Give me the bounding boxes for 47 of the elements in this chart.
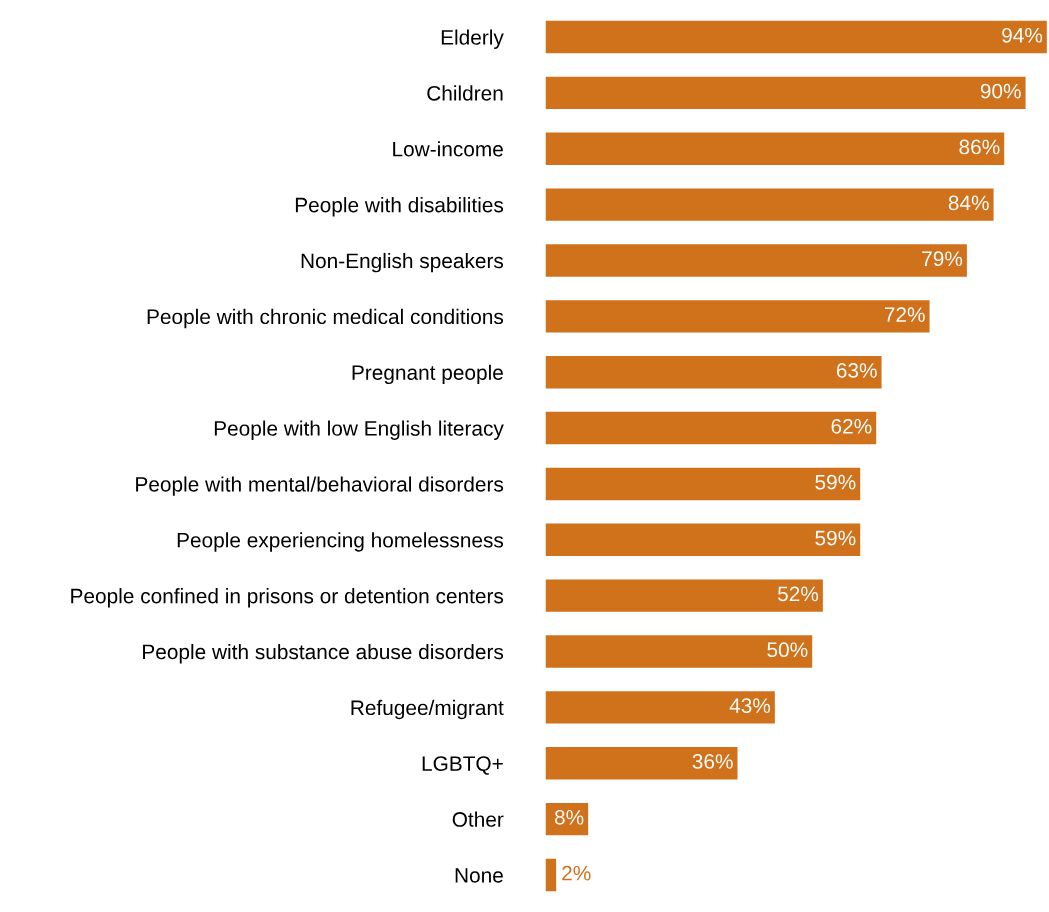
data-label: 8% [554,809,584,825]
y-tick-label: Pregnant people [352,364,503,385]
bar [545,579,823,612]
data-label: 90% [980,83,1021,99]
data-label: 50% [767,642,808,658]
y-tick-label: Elderly [441,29,504,49]
data-label: 59% [815,474,856,490]
y-tick-label: People with substance abuse disorders [143,643,504,664]
y-tick-label: Other [452,811,504,827]
bar [545,635,813,668]
bar [545,300,930,333]
y-tick-label: People with mental/behavioral disorders [136,476,504,496]
y-tick-label: Non-English speakers [301,252,504,273]
y-tick-label: People with chronic medical conditions [147,308,504,329]
bar [545,76,1026,110]
y-tick-label: Refugee/migrant [351,699,504,720]
y-tick-label: None [455,868,503,883]
y-tick-label: People confined in prisons or detention centers [71,588,504,608]
data-label: 62% [831,418,872,434]
data-label: 36% [692,754,733,769]
y-tick-label: People experiencing homelessness [177,532,504,552]
bar [545,188,994,221]
y-tick-label: Children [427,85,503,101]
bar [545,691,775,724]
bar [545,20,1047,54]
bar [545,132,1005,165]
y-tick-label: People with low English literacy [214,420,504,440]
y-tick-label: Low-income [393,141,503,157]
data-label: 86% [959,139,1000,155]
data-label: 2% [562,865,591,881]
bar [545,467,861,501]
bar [545,356,882,389]
data-label: 84% [948,195,989,211]
y-tick-label: People with disabilities [295,197,504,217]
data-label: 43% [729,698,771,713]
bar [545,523,861,556]
bar [545,411,877,445]
data-label: 63% [836,363,877,378]
bar [545,244,967,277]
data-label: 94% [1002,27,1043,43]
y-tick-label: LGBTQ+ [422,756,503,775]
bar [545,858,557,892]
data-label: 52% [777,586,819,602]
data-label: 72% [884,307,925,322]
bar [545,747,738,780]
data-label: 59% [815,530,856,546]
data-label: 79% [922,251,963,267]
